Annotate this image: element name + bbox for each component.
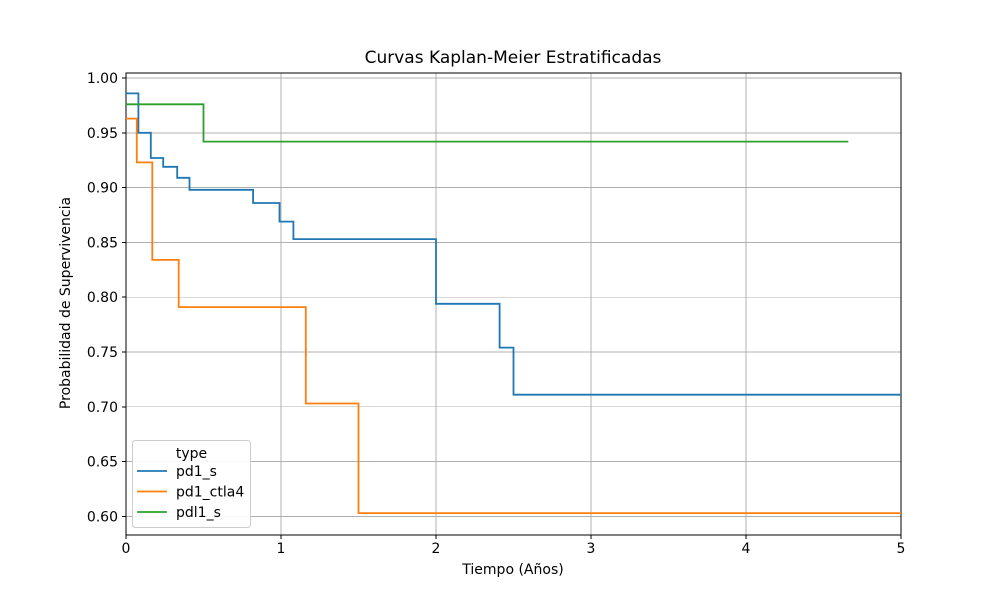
y-tick-label-0.70: 0.70: [87, 400, 118, 416]
y-tick-label-0.85: 0.85: [87, 235, 118, 251]
y-tick-label-1.00: 1.00: [87, 71, 118, 87]
series-line-pdl1_s: [126, 103, 849, 143]
x-tick-label-5: 5: [897, 541, 906, 557]
y-tick-label-0.95: 0.95: [87, 126, 118, 142]
axes-layer: 0 1 2 3 4 5 0.60 0.65 0.70 0.75 0.80 0.85 0.90 0.95 1.…: [87, 71, 906, 557]
series-layer: [126, 92, 901, 514]
y-axis-label: Probabilidad de Supervivencia: [58, 197, 74, 409]
legend-label-pd1_s: pd1_s: [176, 464, 217, 480]
legend-title: type: [176, 446, 207, 462]
x-axis-label: Tiempo (Años): [461, 562, 563, 578]
legend-item-pd1_ctla4: pd1_ctla4: [137, 485, 244, 501]
y-tick-label-0.65: 0.65: [87, 455, 118, 471]
chart-title: Curvas Kaplan-Meier Estratificadas: [365, 48, 662, 68]
legend-item-pdl1_s: pdl1_s: [137, 505, 221, 521]
legend-item-pd1_s: pd1_s: [137, 464, 217, 480]
legend-label-pdl1_s: pdl1_s: [176, 505, 221, 521]
y-tick-label-0.80: 0.80: [87, 290, 118, 306]
legend: type pd1_s pd1_ctla4 pdl1_s: [132, 440, 251, 528]
y-tick-label-0.75: 0.75: [87, 345, 118, 361]
x-tick-label-2: 2: [432, 541, 441, 557]
y-tick-label-0.60: 0.60: [87, 509, 118, 525]
plot-border: [125, 72, 902, 536]
legend-label-pd1_ctla4: pd1_ctla4: [176, 485, 244, 501]
series-line-pd1_s: [126, 92, 901, 396]
x-tick-label-3: 3: [587, 541, 596, 557]
series-line-pd1_ctla4: [126, 117, 901, 514]
x-tick-label-0: 0: [122, 541, 131, 557]
x-tick-label-1: 1: [277, 541, 286, 557]
x-tick-label-4: 4: [742, 541, 751, 557]
y-tick-label-0.90: 0.90: [87, 181, 118, 197]
legend-box: [132, 440, 251, 528]
